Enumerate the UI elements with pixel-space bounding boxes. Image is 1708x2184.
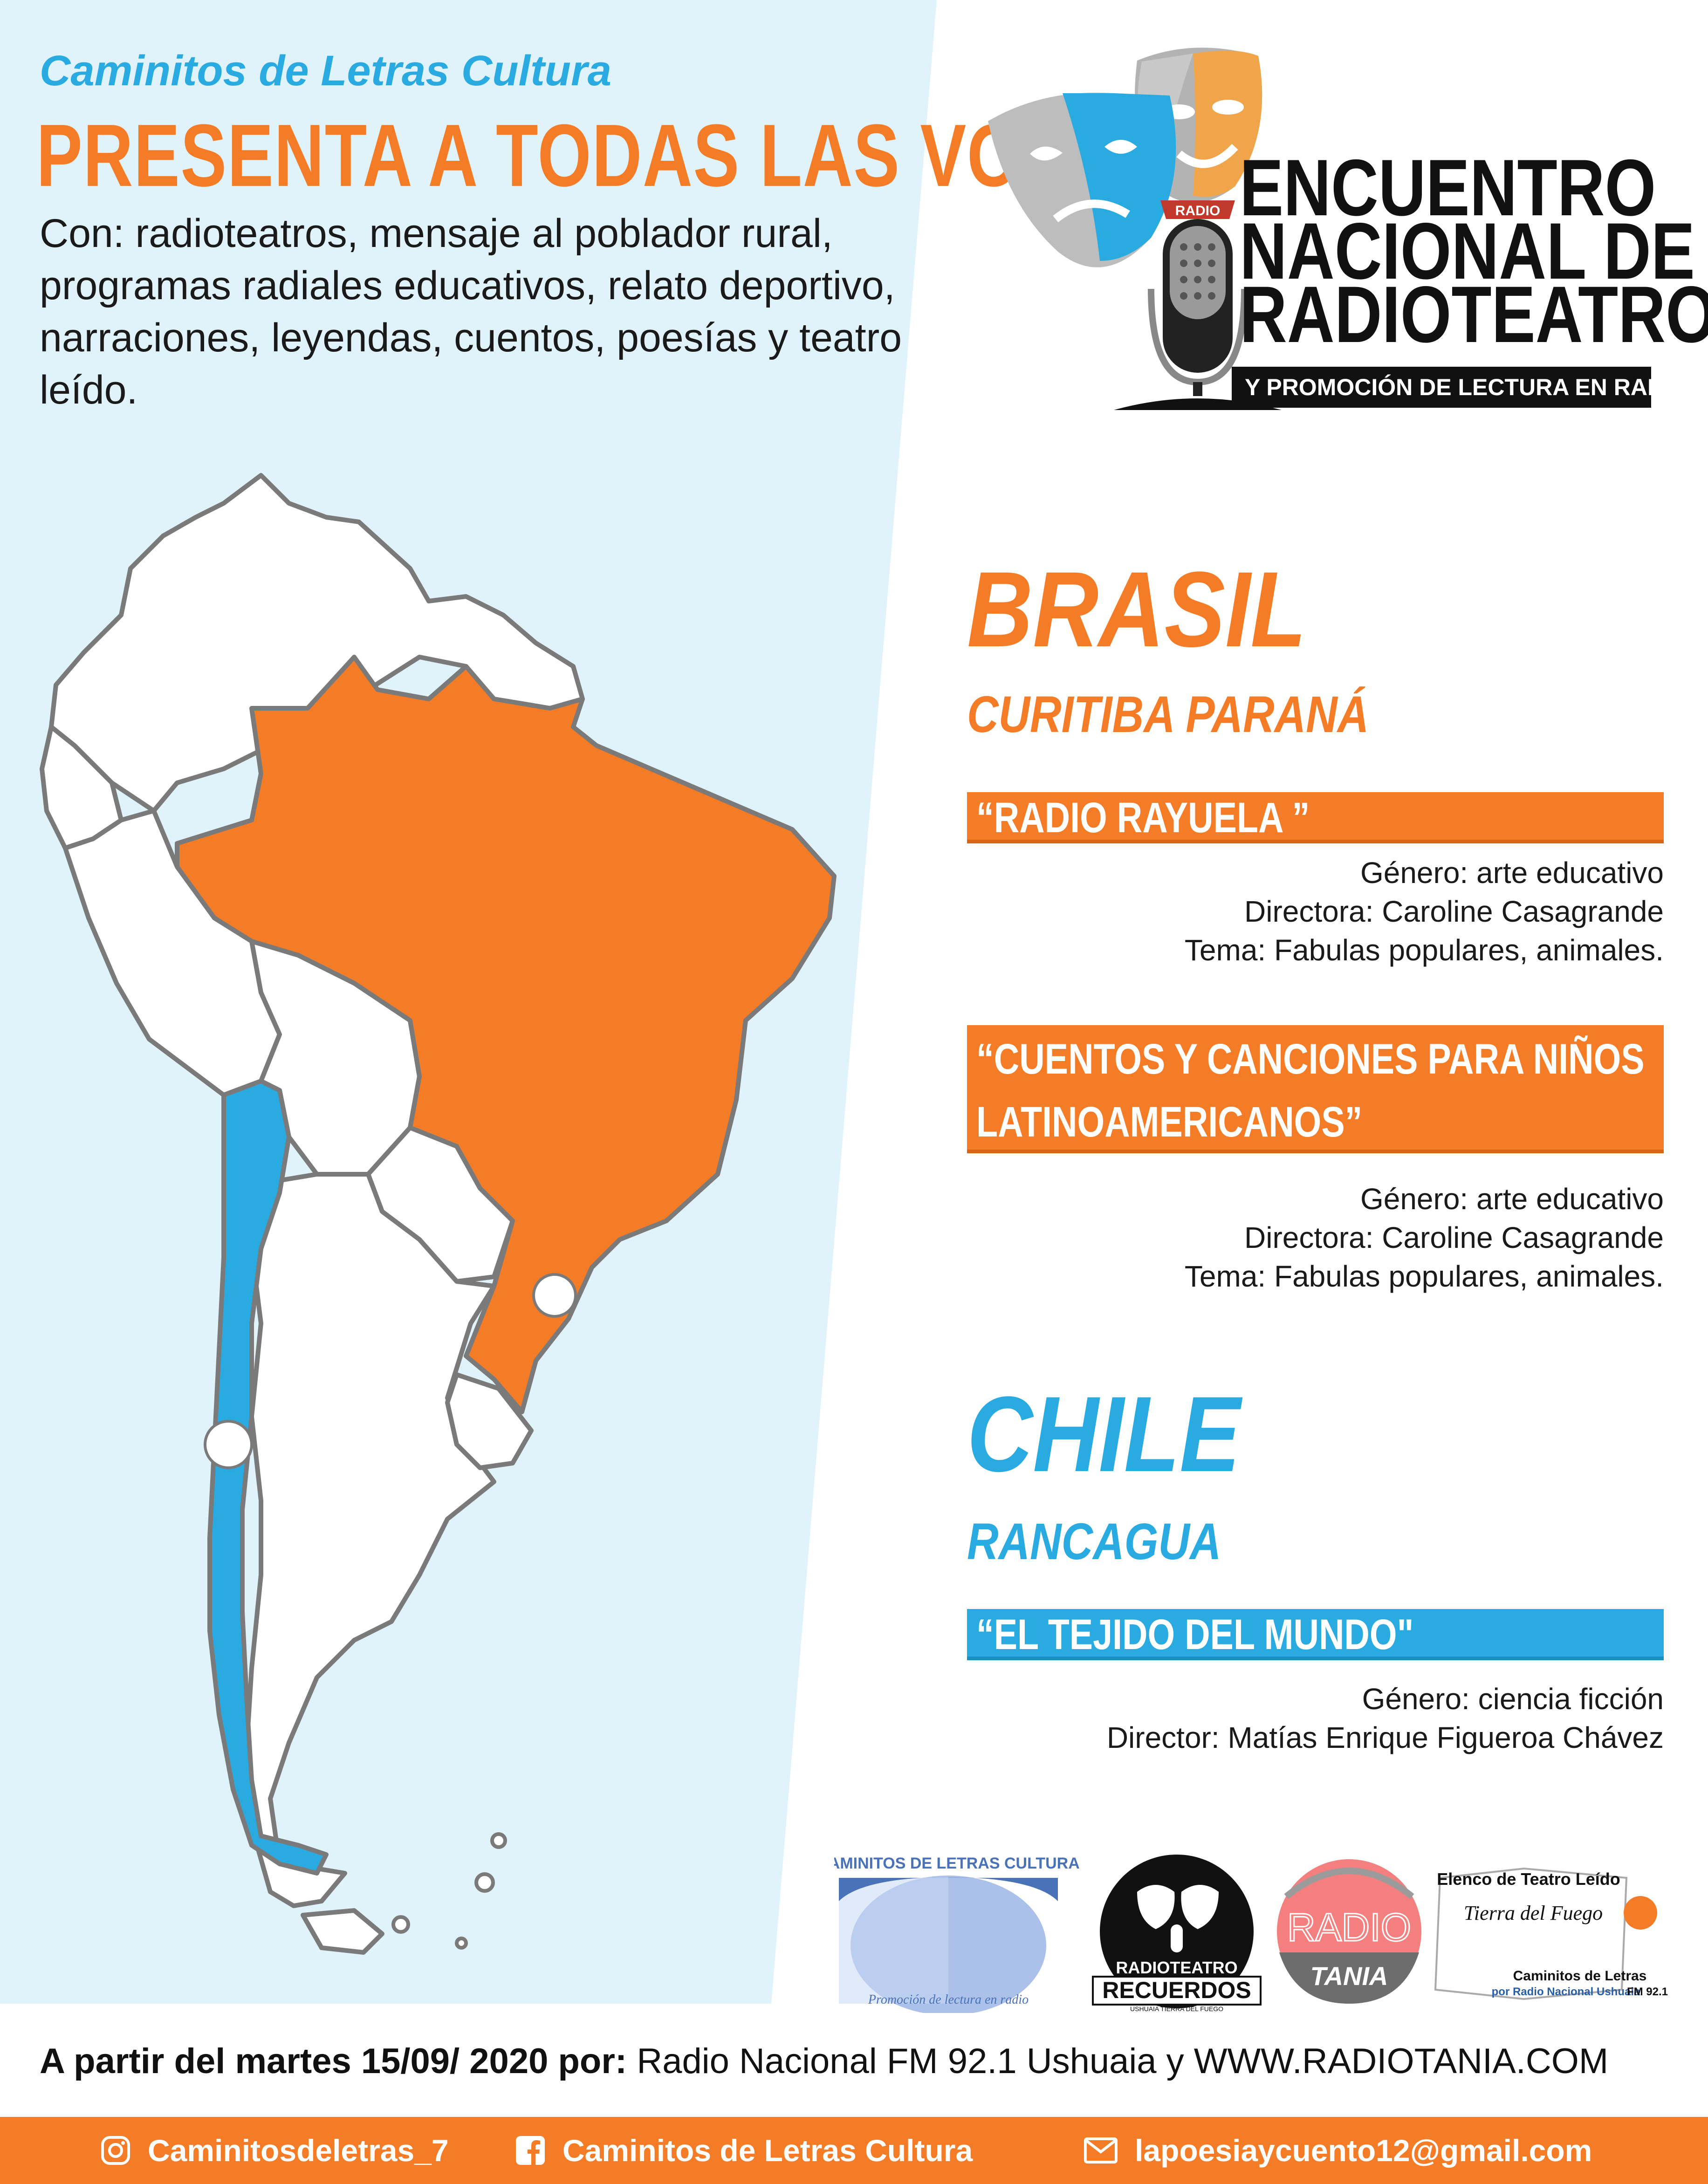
instagram-icon <box>101 2136 130 2165</box>
argentina <box>245 1172 496 1908</box>
program-details-radio-rayuela: Género: arte educativo Directora: Caroli… <box>1184 856 1664 967</box>
program-details-el-tejido-del-mundo: Género: ciencia ficción Director: Matías… <box>1106 1682 1664 1754</box>
social-bar: Caminitosdeletras_7 Caminitos de Letras … <box>0 2117 1708 2184</box>
svg-text:CAMINITOS DE LETRAS CULTURA: CAMINITOS DE LETRAS CULTURA <box>834 1855 1080 1872</box>
svg-text:RADIOTEATRO: RADIOTEATRO <box>1116 1958 1237 1977</box>
radio-tania-logo: RADIO TANIA <box>1277 1859 1421 2004</box>
event-subtitle: Y PROMOCIÓN DE LECTURA EN RADIO <box>1232 367 1689 408</box>
city-heading-curitiba: CURITIBA PARANÁ <box>967 686 1369 743</box>
svg-text:Tierra del Fuego: Tierra del Fuego <box>1464 1902 1603 1924</box>
program-title-radio-rayuela: “RADIO RAYUELA ” <box>967 792 1664 843</box>
social-email[interactable]: lapoesiaycuento12@gmail.com <box>1084 2117 1592 2184</box>
program-title-cuentos-y-canciones: “CUENTOS Y CANCIONES PARA NIÑOS LATINOAM… <box>967 1025 1664 1153</box>
broadcast-info: A partir del martes 15/09/ 2020 por: Rad… <box>40 2041 1609 2081</box>
svg-text:Elenco de Teatro Leído: Elenco de Teatro Leído <box>1437 1869 1620 1889</box>
country-heading-chile: CHILE <box>967 1374 1241 1494</box>
program-details-cuentos-y-canciones: Género: arte educativo Directora: Caroli… <box>1184 1182 1664 1293</box>
location-dot-icon <box>532 1273 577 1318</box>
facebook-icon <box>516 2136 545 2165</box>
mail-icon <box>1084 2137 1118 2163</box>
tierra-del-fuego <box>301 1908 384 1955</box>
radioteatro-recuerdos-logo: RADIOTEATRO RECUERDOS USHUAIA TIERRA DEL… <box>1092 1855 1262 2013</box>
instagram-handle: Caminitosdeletras_7 <box>148 2133 449 2168</box>
theater-masks-icon <box>988 48 1262 267</box>
svg-text:Promoción de lectura en radio: Promoción de lectura en radio <box>868 1992 1029 2007</box>
email-address: lapoesiaycuento12@gmail.com <box>1135 2133 1592 2168</box>
svg-text:RECUERDOS: RECUERDOS <box>1102 1977 1251 2003</box>
event-logo: RADIO <box>988 48 1282 410</box>
svg-text:Caminitos de Letras: Caminitos de Letras <box>1513 1968 1647 1984</box>
svg-text:por Radio Nacional Ushuaia: por Radio Nacional Ushuaia <box>1492 1985 1640 1998</box>
social-facebook[interactable]: Caminitos de Letras Cultura <box>515 2117 973 2184</box>
caminitos-logo: CAMINITOS DE LETRAS CULTURA Promoción de… <box>834 1855 1080 2013</box>
intro-text: Con: radioteatros, mensaje al poblador r… <box>40 211 902 412</box>
elenco-teatro-logo: Elenco de Teatro Leído Tierra del Fuego … <box>1434 1867 1668 2000</box>
svg-text:TANIA: TANIA <box>1310 1961 1388 1991</box>
event-title: ENCUENTRO NACIONAL DE RADIOTEATRO <box>1240 143 1708 359</box>
location-dot-icon <box>204 1420 253 1469</box>
svg-text:RADIO: RADIO <box>1287 1905 1411 1949</box>
partner-logos: CAMINITOS DE LETRAS CULTURA Promoción de… <box>834 1855 1668 2013</box>
svg-text:USHUAIA TIERRA DEL FUEGO: USHUAIA TIERRA DEL FUEGO <box>1130 2005 1223 2013</box>
social-instagram[interactable]: Caminitosdeletras_7 <box>100 2117 449 2184</box>
uruguay <box>445 1372 534 1470</box>
chile <box>207 1079 329 1876</box>
brazil <box>175 655 837 1414</box>
country-heading-brasil: BRASIL <box>967 549 1306 669</box>
svg-text:FM 92.1: FM 92.1 <box>1627 1985 1668 1998</box>
svg-text:RADIO: RADIO <box>1175 203 1221 219</box>
brand-name: Caminitos de Letras Cultura <box>40 47 611 95</box>
city-heading-rancagua: RANCAGUA <box>967 1513 1221 1570</box>
program-title-el-tejido-del-mundo: “EL TEJIDO DEL MUNDO" <box>967 1609 1664 1660</box>
south-america-map <box>40 473 837 1955</box>
microphone-icon: RADIO <box>1114 200 1282 410</box>
headline: PRESENTA A TODAS LAS VOCES <box>36 106 1166 205</box>
facebook-page: Caminitos de Letras Cultura <box>562 2133 973 2168</box>
